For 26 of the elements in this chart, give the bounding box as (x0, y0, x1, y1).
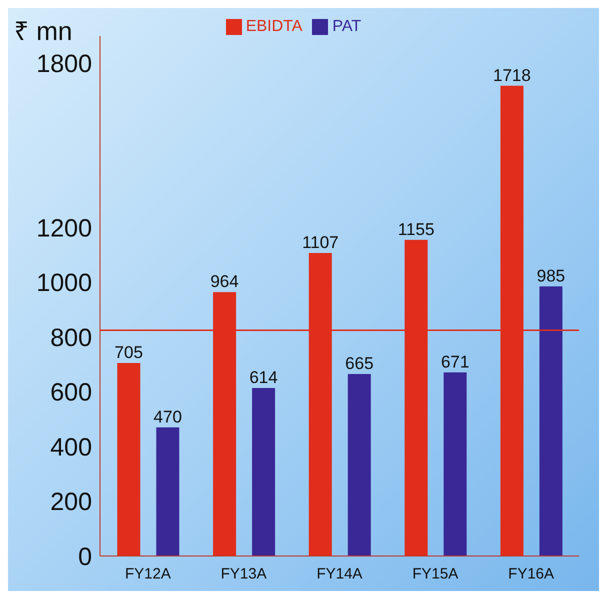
data-label: 964 (210, 272, 239, 292)
x-tick-label: FY14A (316, 566, 362, 583)
x-tick-label: FY15A (412, 566, 458, 583)
data-label: 985 (536, 266, 566, 286)
x-tick-label: FY12A (124, 566, 171, 583)
y-tick-label: 400 (50, 433, 92, 462)
y-tick-label: 800 (50, 324, 92, 352)
data-label: 1107 (302, 233, 339, 252)
legend-label: PAT (332, 18, 362, 35)
data-label: 665 (345, 354, 374, 373)
data-label: 705 (114, 343, 143, 362)
x-tick-label: FY13A (220, 566, 267, 583)
y-tick-label: 200 (50, 488, 92, 516)
data-label: 614 (249, 368, 278, 387)
y-tick-label: 1200 (36, 214, 92, 242)
y-tick-label: 1000 (36, 269, 92, 298)
x-tick-label: FY16A (508, 566, 554, 583)
y-axis-title: ₹ mn (14, 15, 72, 48)
data-label: 470 (154, 407, 182, 426)
y-tick-label: 0 (78, 542, 92, 571)
y-tick-label: 600 (50, 378, 92, 407)
data-label: 671 (440, 352, 470, 372)
y-tick-label: 1800 (36, 50, 92, 78)
legend-label: EBIDTA (246, 18, 302, 35)
data-label: 1718 (493, 66, 531, 85)
data-label: 1155 (398, 220, 434, 239)
